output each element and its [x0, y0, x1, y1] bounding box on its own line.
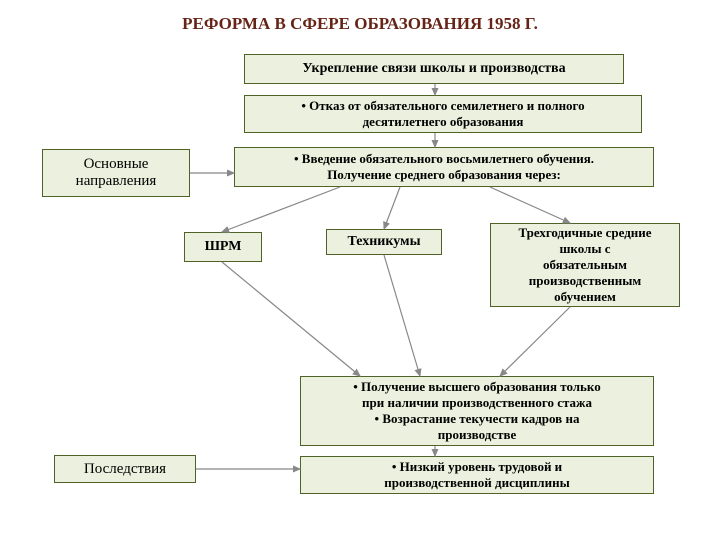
box-link: Укрепление связи школы и производства	[244, 54, 624, 84]
box-refusal: • Отказ от обязательного семилетнего и п…	[244, 95, 642, 133]
box-text: Укрепление связи школы и производства	[302, 61, 565, 77]
box-text: Основныенаправления	[76, 156, 157, 190]
box-text: • Получение высшего образования толькопр…	[353, 379, 601, 443]
page-title: РЕФОРМА В СФЕРЕ ОБРАЗОВАНИЯ 1958 Г.	[0, 14, 720, 34]
box-technical: Техникумы	[326, 229, 442, 255]
box-text: • Низкий уровень трудовой ипроизводствен…	[384, 459, 569, 491]
box-eight-year: • Введение обязательного восьмилетнего о…	[234, 147, 654, 187]
box-text: Трехгодичные средниешколы собязательнымп…	[518, 225, 651, 305]
box-text: Техникумы	[347, 234, 420, 250]
box-consequences-label: Последствия	[54, 455, 196, 483]
box-text: Последствия	[84, 461, 166, 478]
box-three-year: Трехгодичные средниешколы собязательнымп…	[490, 223, 680, 307]
box-consequences-1: • Получение высшего образования толькопр…	[300, 376, 654, 446]
box-shrm: ШРМ	[184, 232, 262, 262]
box-text: • Введение обязательного восьмилетнего о…	[294, 151, 594, 183]
box-consequences-2: • Низкий уровень трудовой ипроизводствен…	[300, 456, 654, 494]
box-text: ШРМ	[205, 239, 242, 255]
box-text: • Отказ от обязательного семилетнего и п…	[301, 98, 584, 130]
box-main-directions: Основныенаправления	[42, 149, 190, 197]
